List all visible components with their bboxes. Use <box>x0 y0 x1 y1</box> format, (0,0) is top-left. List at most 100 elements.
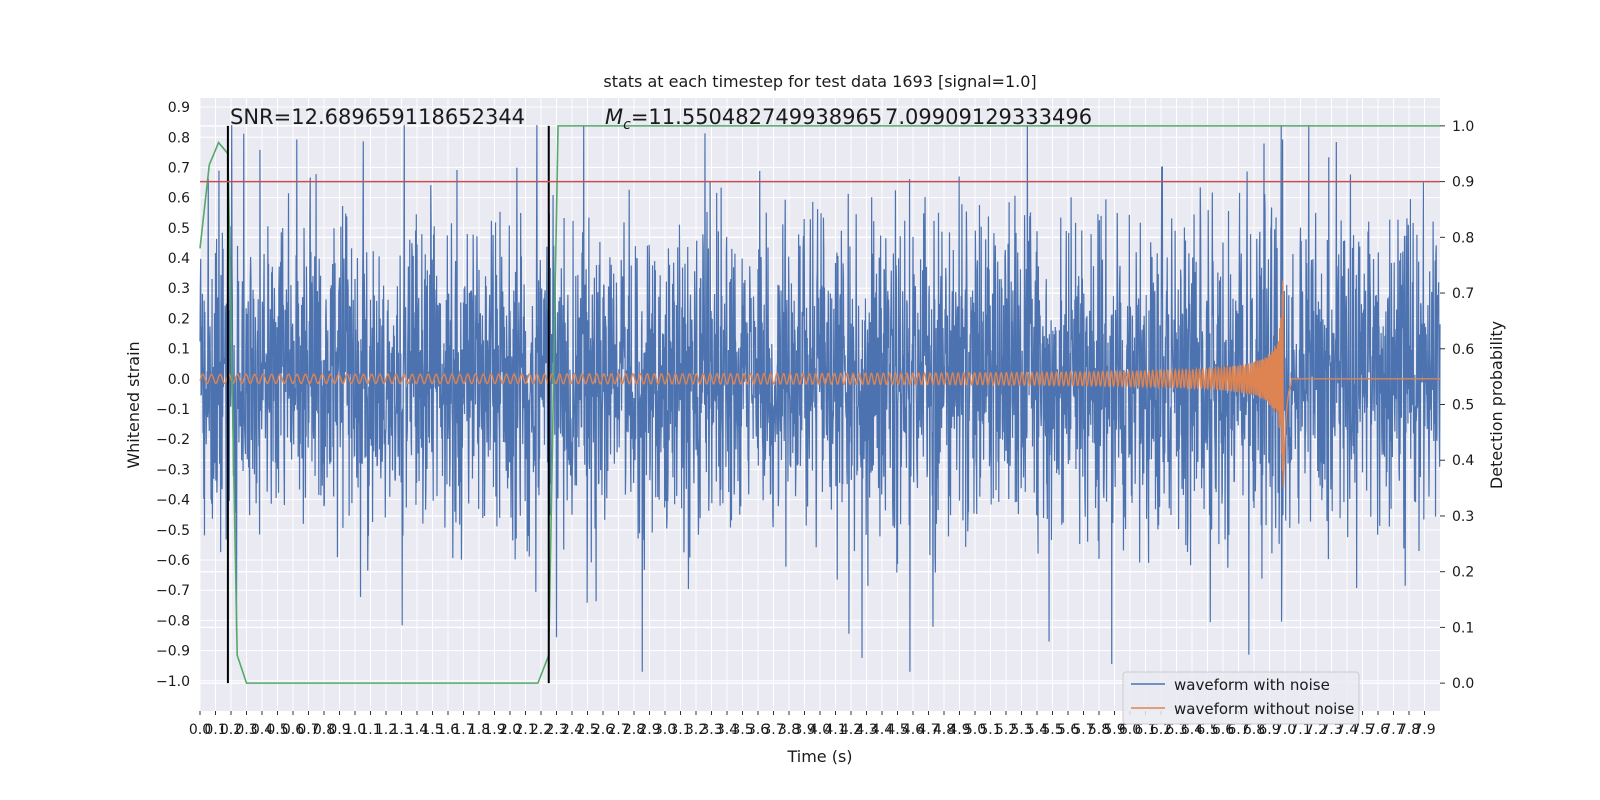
y-axis-label: Whitened strain <box>124 341 143 468</box>
x-tick-label: 0.3 <box>235 722 257 738</box>
y2-tick-label: 0.7 <box>1452 286 1474 302</box>
x-tick-label: 0.6 <box>282 722 304 738</box>
y-tick-label: −0.6 <box>156 553 190 569</box>
y2-tick-label: 0.4 <box>1452 453 1474 469</box>
x-tick-label: 3.4 <box>716 722 738 738</box>
mc-symbol: M <box>605 105 623 129</box>
y-tick-label: 0.8 <box>168 130 190 146</box>
x-tick-label: 7.8 <box>1398 722 1420 738</box>
legend-label-clean: waveform without noise <box>1174 700 1354 718</box>
x-tick-label: 2.1 <box>514 722 536 738</box>
x-tick-label: 2.8 <box>623 722 645 738</box>
x-tick-label: 6.6 <box>1212 722 1234 738</box>
x-tick-label: 1.4 <box>406 722 428 738</box>
x-tick-label: 3.6 <box>747 722 769 738</box>
x-tick-label: 3.8 <box>778 722 800 738</box>
x-tick-label: 6.7 <box>1227 722 1249 738</box>
y2-tick-label: 1.0 <box>1452 119 1474 135</box>
y-tick-label: 0.3 <box>168 281 190 297</box>
y2-tick-label: 0.9 <box>1452 175 1474 191</box>
y-tick-label: −0.2 <box>156 432 190 448</box>
x-tick-label: 4.0 <box>809 722 831 738</box>
legend-box <box>1122 671 1360 725</box>
x-tick-label: 5.9 <box>1103 722 1125 738</box>
series-waveform-without-noise <box>199 280 1440 488</box>
x-tick-label: 0.7 <box>297 722 319 738</box>
y-tick-label: −0.1 <box>156 402 190 418</box>
x-tick-label: 0.0 <box>189 722 211 738</box>
x-tick-label: 5.0 <box>964 722 986 738</box>
x-tick-label: 7.9 <box>1413 722 1435 738</box>
y-tick-label: −0.4 <box>156 493 190 509</box>
x-tick-label: 2.3 <box>545 722 567 738</box>
x-tick-label: 4.8 <box>933 722 955 738</box>
x-tick-label: 7.1 <box>1289 722 1311 738</box>
x-tick-label: 2.6 <box>592 722 614 738</box>
y-tick-label: −0.3 <box>156 462 190 478</box>
x-tick-label: 4.5 <box>886 722 908 738</box>
x-tick-label: 6.5 <box>1196 722 1218 738</box>
x-tick-label: 7.0 <box>1274 722 1296 738</box>
x-tick-label: 5.6 <box>1057 722 1079 738</box>
mc-annotation: Mc=11.550482749938965 <box>605 105 882 133</box>
x-tick-label: 1.6 <box>437 722 459 738</box>
y2-tick-label: 0.2 <box>1452 565 1474 581</box>
x-tick-label: 1.0 <box>344 722 366 738</box>
series-detection-probability <box>199 125 1440 684</box>
x-tick-label: 1.9 <box>483 722 505 738</box>
y2-tick-label: 0.6 <box>1452 342 1474 358</box>
y-tick-label: 0.1 <box>168 342 190 358</box>
y-tick-label: 0.6 <box>168 191 190 207</box>
x-tick-label: 0.2 <box>220 722 242 738</box>
x-tick-label: 4.4 <box>871 722 893 738</box>
x-tick-label: 6.4 <box>1181 722 1203 738</box>
y-tick-label: 0.7 <box>168 160 190 176</box>
x-tick-label: 4.3 <box>855 722 877 738</box>
y-tick-label: 0.5 <box>168 221 190 237</box>
x-tick-label: 3.1 <box>669 722 691 738</box>
y-tick-label: 0.9 <box>168 100 190 116</box>
x-tick-label: 3.5 <box>731 722 753 738</box>
x-tick-label: 0.5 <box>266 722 288 738</box>
x-tick-label: 0.1 <box>204 722 226 738</box>
y-tick-label: −0.9 <box>156 644 190 660</box>
x-axis-ticks: 0.00.10.20.30.40.50.60.70.80.91.01.11.21… <box>189 711 1436 738</box>
x-tick-label: 6.8 <box>1243 722 1265 738</box>
x-tick-label: 4.9 <box>948 722 970 738</box>
x-tick-label: 2.4 <box>561 722 583 738</box>
overlap-annotation: 7.09909129333496 <box>885 105 1092 129</box>
x-tick-label: 4.1 <box>824 722 846 738</box>
x-tick-label: 0.8 <box>313 722 335 738</box>
x-tick-label: 7.6 <box>1367 722 1389 738</box>
x-tick-label: 6.9 <box>1258 722 1280 738</box>
x-tick-label: 3.2 <box>685 722 707 738</box>
x-tick-label: 6.2 <box>1150 722 1172 738</box>
x-tick-label: 1.5 <box>421 722 443 738</box>
y-tick-label: 0.0 <box>168 372 190 388</box>
x-tick-label: 1.3 <box>390 722 412 738</box>
legend: waveform with noise waveform without noi… <box>1122 671 1360 725</box>
y2-tick-label: 0.8 <box>1452 230 1474 246</box>
legend-label-noise: waveform with noise <box>1174 676 1330 694</box>
x-tick-label: 5.3 <box>1010 722 1032 738</box>
x-tick-label: 6.0 <box>1119 722 1141 738</box>
x-tick-label: 2.9 <box>638 722 660 738</box>
x-tick-label: 4.7 <box>917 722 939 738</box>
x-tick-label: 0.4 <box>251 722 273 738</box>
x-tick-label: 0.9 <box>328 722 350 738</box>
y2-axis-label: Detection probability <box>1487 321 1506 489</box>
y2-tick-label: 0.5 <box>1452 398 1474 414</box>
x-tick-label: 5.8 <box>1088 722 1110 738</box>
y-tick-label: −0.8 <box>156 613 190 629</box>
y2-axis-ticks: 1.0 0.9 0.8 0.7 0.6 0.5 0.4 0.3 0.2 0.1 0.0 <box>1440 119 1474 692</box>
x-tick-label: 5.1 <box>979 722 1001 738</box>
x-tick-label: 1.2 <box>375 722 397 738</box>
mc-subscript: c <box>623 117 631 133</box>
chart-title: stats at each timestep for test data 169… <box>603 72 1036 91</box>
x-axis-label: Time (s) <box>786 747 852 766</box>
x-tick-label: 4.6 <box>902 722 924 738</box>
x-tick-label: 3.3 <box>700 722 722 738</box>
y2-tick-label: 0.3 <box>1452 509 1474 525</box>
x-tick-label: 5.5 <box>1041 722 1063 738</box>
